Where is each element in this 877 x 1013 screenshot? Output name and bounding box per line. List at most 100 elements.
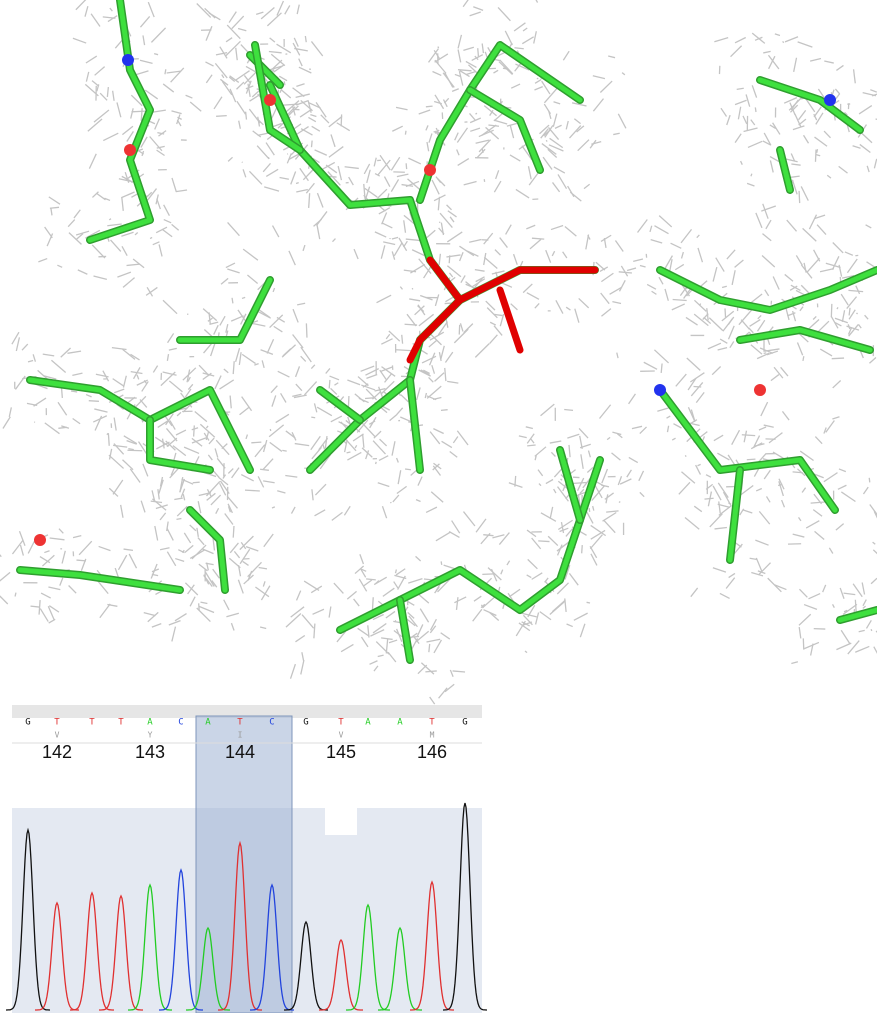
density-mesh bbox=[311, 489, 314, 501]
density-mesh bbox=[704, 497, 714, 500]
density-mesh bbox=[734, 259, 744, 268]
density-mesh bbox=[637, 219, 648, 233]
density-mesh bbox=[834, 317, 848, 324]
density-mesh bbox=[239, 548, 251, 565]
density-mesh bbox=[229, 75, 240, 83]
density-mesh bbox=[328, 146, 344, 158]
density-mesh bbox=[601, 308, 612, 317]
density-mesh bbox=[847, 640, 860, 655]
density-mesh bbox=[358, 578, 368, 592]
density-mesh bbox=[830, 303, 833, 318]
density-mesh bbox=[749, 319, 761, 327]
density-mesh bbox=[75, 0, 87, 11]
density-mesh bbox=[626, 469, 632, 478]
trace-peak bbox=[159, 868, 203, 1011]
density-mesh bbox=[394, 620, 397, 622]
stick-model bbox=[657, 267, 877, 313]
density-mesh bbox=[474, 343, 490, 358]
codon-number: 142 bbox=[42, 742, 72, 762]
base-call: C bbox=[178, 718, 183, 728]
density-mesh bbox=[787, 312, 796, 317]
density-mesh bbox=[191, 437, 207, 444]
stick-model bbox=[557, 447, 583, 523]
density-mesh bbox=[38, 600, 41, 615]
density-mesh bbox=[460, 275, 466, 284]
density-mesh bbox=[207, 454, 213, 461]
density-mesh bbox=[214, 375, 222, 390]
density-mesh bbox=[328, 606, 332, 618]
density-mesh bbox=[567, 185, 575, 198]
density-mesh bbox=[229, 88, 237, 103]
density-mesh bbox=[858, 105, 873, 115]
density-mesh bbox=[734, 133, 742, 144]
density-mesh bbox=[758, 426, 767, 431]
density-mesh bbox=[865, 224, 872, 229]
density-mesh bbox=[689, 422, 700, 427]
density-mesh bbox=[565, 528, 574, 537]
density-mesh bbox=[846, 296, 858, 309]
density-mesh bbox=[763, 424, 774, 428]
density-mesh bbox=[614, 240, 624, 252]
density-mesh bbox=[58, 528, 64, 534]
density-mesh bbox=[803, 603, 818, 610]
density-mesh bbox=[524, 650, 528, 654]
codon-number: 145 bbox=[326, 742, 356, 762]
density-mesh bbox=[859, 143, 871, 154]
density-mesh bbox=[373, 665, 379, 672]
density-mesh bbox=[311, 125, 321, 132]
density-mesh bbox=[223, 368, 229, 374]
density-mesh bbox=[290, 171, 297, 185]
density-mesh bbox=[574, 308, 580, 323]
density-mesh bbox=[539, 124, 550, 135]
density-mesh bbox=[448, 272, 454, 278]
base-call: A bbox=[397, 718, 403, 728]
density-mesh bbox=[26, 402, 38, 407]
density-mesh bbox=[156, 145, 165, 149]
density-mesh bbox=[770, 374, 780, 382]
density-mesh bbox=[120, 504, 124, 518]
density-mesh bbox=[303, 580, 320, 591]
density-mesh bbox=[254, 444, 266, 458]
density-mesh bbox=[802, 356, 805, 362]
density-mesh bbox=[790, 284, 801, 292]
density-mesh bbox=[664, 288, 669, 301]
density-mesh bbox=[538, 483, 542, 487]
density-mesh bbox=[174, 497, 183, 501]
density-mesh bbox=[294, 442, 310, 447]
density-mesh bbox=[215, 51, 228, 56]
density-mesh bbox=[832, 242, 844, 254]
amino-acid: M bbox=[430, 731, 435, 740]
density-mesh bbox=[434, 372, 445, 382]
density-mesh bbox=[545, 249, 552, 263]
density-mesh bbox=[463, 46, 475, 51]
density-mesh bbox=[380, 245, 386, 259]
density-mesh bbox=[559, 527, 569, 533]
density-mesh bbox=[381, 366, 396, 377]
density-mesh bbox=[531, 572, 543, 580]
density-mesh bbox=[740, 319, 750, 330]
density-mesh bbox=[238, 352, 242, 366]
density-mesh bbox=[364, 186, 371, 202]
density-mesh bbox=[214, 62, 228, 79]
density-mesh bbox=[189, 596, 196, 607]
density-mesh bbox=[288, 250, 296, 266]
density-mesh bbox=[565, 306, 571, 311]
density-mesh bbox=[848, 309, 856, 320]
density-mesh bbox=[252, 130, 262, 138]
stick-model bbox=[17, 567, 183, 593]
density-mesh bbox=[302, 168, 315, 181]
density-mesh bbox=[240, 541, 247, 550]
stick-model bbox=[467, 87, 543, 173]
density-mesh bbox=[812, 509, 823, 517]
density-mesh bbox=[98, 545, 111, 552]
density-mesh bbox=[861, 582, 866, 595]
density-mesh bbox=[175, 429, 187, 436]
density-mesh bbox=[557, 486, 569, 502]
density-mesh bbox=[364, 397, 376, 400]
density-mesh bbox=[198, 605, 215, 614]
density-mesh bbox=[417, 476, 423, 486]
density-mesh bbox=[565, 120, 569, 130]
density-mesh bbox=[210, 494, 222, 506]
density-mesh bbox=[477, 48, 480, 58]
density-mesh bbox=[690, 381, 704, 397]
